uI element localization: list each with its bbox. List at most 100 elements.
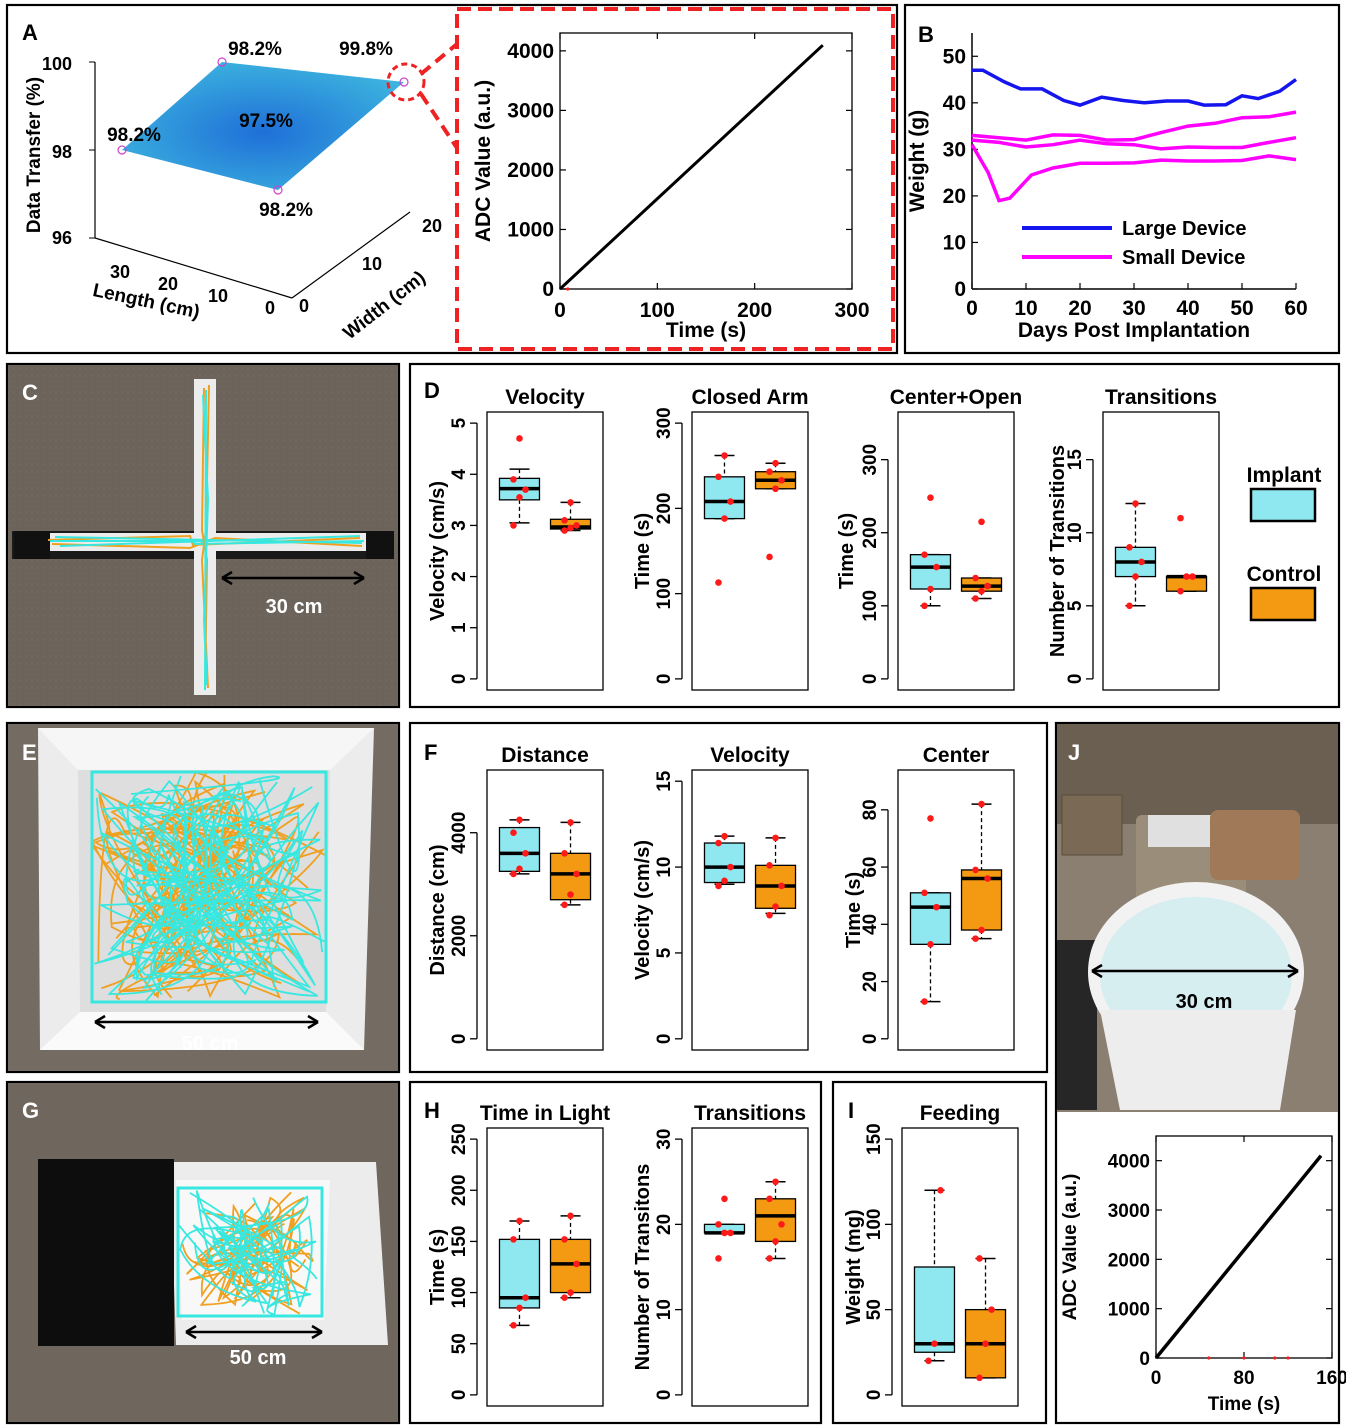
scale-label-g: 50 cm bbox=[230, 1347, 287, 1369]
annotation-label: 98.2% bbox=[228, 39, 282, 60]
data-point bbox=[937, 1186, 944, 1194]
data-point bbox=[522, 486, 529, 493]
box-control bbox=[754, 1178, 797, 1262]
data-point bbox=[715, 579, 722, 586]
y-tick-label: 50 bbox=[864, 1299, 885, 1320]
panel-letter-e: E bbox=[22, 740, 37, 765]
y-tick-label: 1000 bbox=[507, 218, 554, 241]
plot-frame bbox=[486, 411, 604, 691]
series-line bbox=[1154, 1154, 1323, 1360]
box-control bbox=[960, 800, 1003, 942]
box-control bbox=[960, 518, 1003, 602]
track-trace bbox=[186, 1202, 295, 1304]
y-tick-label: 0 bbox=[654, 674, 675, 685]
track-trace bbox=[109, 780, 270, 969]
x-tick-label: 200 bbox=[737, 299, 772, 322]
data-point bbox=[721, 515, 728, 522]
y-tick-label: 4000 bbox=[507, 40, 554, 63]
y-tick-label: 2000 bbox=[507, 159, 554, 182]
panel-letter-j: J bbox=[1068, 740, 1080, 765]
y-tick-label: 15 bbox=[654, 770, 675, 792]
legend-implant-swatch bbox=[1249, 487, 1317, 523]
panel-frames bbox=[5, 3, 1341, 1425]
data-point bbox=[982, 1340, 989, 1348]
data-point bbox=[510, 829, 517, 837]
data-point bbox=[715, 839, 722, 847]
data-point bbox=[561, 527, 568, 534]
data-point bbox=[561, 850, 568, 857]
legend-control-label: Control bbox=[1247, 563, 1322, 586]
data-point bbox=[567, 1212, 574, 1220]
y-tick-label: 100 bbox=[860, 590, 881, 622]
panel-letter-h: H bbox=[424, 1098, 440, 1123]
legend-groups: Implant Control bbox=[1247, 464, 1322, 622]
y-tick-label: 30 bbox=[943, 138, 966, 161]
data-point bbox=[925, 1357, 932, 1365]
legend-implant-label: Implant bbox=[1247, 464, 1322, 487]
track-trace bbox=[135, 838, 321, 980]
x-tick: 20 bbox=[158, 274, 178, 294]
panel-letter-d: D bbox=[424, 378, 440, 403]
plot-frame bbox=[691, 411, 809, 691]
track-traces bbox=[176, 1186, 324, 1318]
y-tick-label: 3000 bbox=[507, 99, 554, 122]
photo-open-field: 50 cm bbox=[8, 724, 398, 1071]
data-point bbox=[1242, 1356, 1246, 1360]
scale-label-c: 30 cm bbox=[266, 596, 323, 618]
y-tick-label: 0 bbox=[449, 1034, 470, 1045]
y-tick-label: 200 bbox=[654, 493, 675, 525]
data-point bbox=[715, 882, 722, 890]
y-tick: 0 bbox=[299, 296, 309, 316]
y-tick-label: 10 bbox=[943, 231, 966, 254]
box-implant bbox=[1114, 500, 1157, 610]
y-axis-label: Number of Transitions bbox=[1047, 445, 1069, 657]
data-point bbox=[927, 494, 934, 501]
data-point bbox=[766, 911, 773, 919]
y-axis-label: ADC Value (a.u.) bbox=[1060, 1174, 1081, 1321]
linechart-J-inset: 0 80 160 0 1000 2000 3000 4000 Time (s) ADC Value… bbox=[1060, 1135, 1346, 1415]
y-tick-label: 10 bbox=[1065, 522, 1086, 543]
box-control bbox=[549, 819, 592, 909]
y-axis-label: Width (cm) bbox=[340, 267, 430, 344]
zoom-circle bbox=[386, 62, 426, 102]
y-tick-label: 100 bbox=[449, 1277, 470, 1309]
data-point bbox=[931, 1340, 938, 1348]
y-tick-label: 40 bbox=[943, 92, 966, 115]
data-point bbox=[715, 1255, 722, 1262]
boxplot-D-closed: Closed Arm 0 100 200 300 Time (s) bbox=[632, 386, 809, 691]
data-point bbox=[721, 877, 728, 885]
data-point bbox=[927, 585, 934, 593]
data-point bbox=[772, 903, 779, 910]
surface bbox=[122, 62, 404, 190]
y-tick-label: 2000 bbox=[449, 915, 470, 957]
data-point bbox=[772, 459, 779, 467]
box-iqr bbox=[913, 1266, 956, 1353]
track-perimeter bbox=[176, 1186, 324, 1318]
annotation-label: 97.5% bbox=[239, 111, 293, 132]
x-tick-label: 100 bbox=[640, 299, 675, 322]
data-point bbox=[933, 903, 940, 911]
data-point bbox=[972, 935, 979, 942]
x-axis-label: Time (s) bbox=[1208, 1394, 1281, 1415]
y-tick-label: 150 bbox=[449, 1226, 470, 1258]
data-point bbox=[976, 1374, 983, 1382]
x-tick-label: 50 bbox=[1230, 297, 1253, 320]
panel-letter-a: A bbox=[22, 20, 38, 45]
data-point bbox=[721, 1195, 728, 1203]
chart-title: Closed Arm bbox=[691, 386, 808, 409]
plot-frame bbox=[897, 411, 1015, 691]
box-implant bbox=[703, 1195, 746, 1262]
data-point bbox=[772, 834, 779, 842]
y-axis-label: Velocity (cm/s) bbox=[632, 840, 654, 980]
track-perimeter bbox=[90, 770, 328, 1004]
data-point bbox=[721, 452, 728, 459]
track-trace bbox=[125, 811, 250, 974]
data-point bbox=[1177, 587, 1184, 595]
box-implant bbox=[498, 816, 541, 878]
data-point bbox=[1207, 1356, 1211, 1360]
chart-title: Transitions bbox=[694, 1102, 806, 1125]
